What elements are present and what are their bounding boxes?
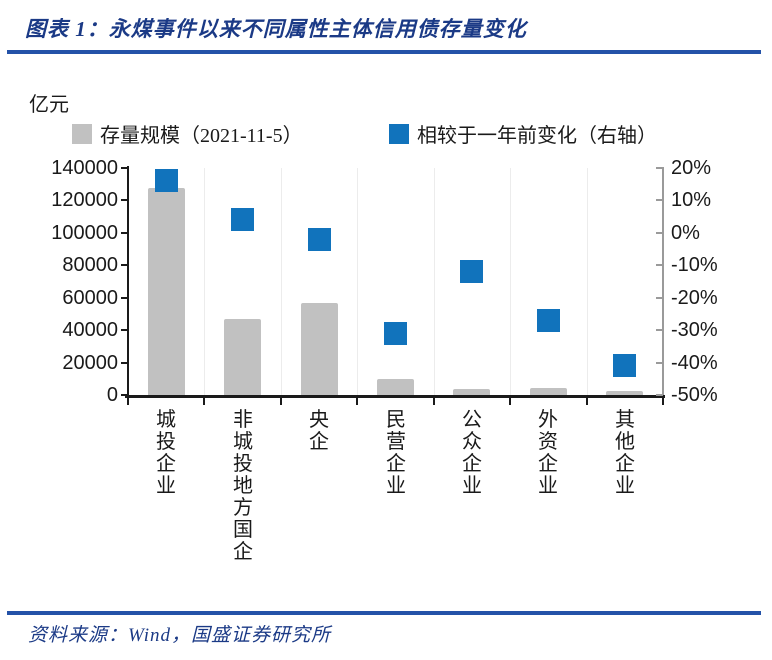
left-axis-tick (121, 296, 128, 299)
vertical-gridline (204, 168, 206, 395)
data-source-note: 资料来源：Wind，国盛证券研究所 (28, 625, 332, 646)
left-axis-tick-label: 0 (106, 384, 118, 406)
change-marker (613, 354, 636, 377)
stock-bar (377, 379, 414, 395)
vertical-gridline (357, 168, 359, 395)
left-axis-tick-label: 80000 (62, 254, 118, 277)
x-axis-tick (662, 397, 664, 405)
right-axis-tick-label: 0% (671, 221, 700, 244)
left-axis-tick-label: 140000 (51, 157, 118, 179)
footer-divider-rule (7, 611, 761, 615)
left-axis-tick-label: 60000 (62, 286, 118, 309)
change-marker (155, 169, 178, 192)
right-axis-tick-label: -20% (671, 286, 718, 309)
right-axis-tick (656, 329, 663, 332)
category-label: 央 企 (309, 409, 329, 453)
x-axis-line (125, 395, 665, 398)
vertical-gridline (586, 168, 588, 395)
right-axis-tick-label: 10% (671, 189, 712, 212)
category-label: 民 营 企 业 (386, 409, 406, 497)
legend-item-stock: 存量规模（2021-11-5） (72, 119, 303, 148)
stock-bar (530, 388, 567, 395)
x-axis-tick (279, 397, 282, 405)
x-axis-tick (127, 397, 129, 405)
left-axis-tick (121, 394, 128, 396)
legend-swatch-gray-square-icon (72, 123, 92, 144)
right-axis-tick (656, 231, 663, 234)
vertical-gridline (433, 168, 435, 395)
right-axis-tick-label: 20% (671, 157, 712, 179)
category-label: 非 城 投 地 方 国 企 (233, 409, 253, 563)
legend-label-change: 相较于一年前变化（右轴） (417, 125, 657, 147)
left-axis-tick (121, 199, 128, 202)
left-axis-line (127, 166, 129, 398)
figure-title: 图表 1：永煤事件以来不同属性主体信用债存量变化 (25, 17, 527, 41)
x-axis-tick (585, 397, 588, 405)
left-axis-tick-label: 100000 (51, 221, 118, 244)
legend-item-change: 相较于一年前变化（右轴） (389, 119, 657, 148)
x-axis-tick (203, 397, 206, 405)
stock-bar (301, 303, 338, 395)
change-marker (537, 309, 560, 332)
legend-label-stock: 存量规模（2021-11-5） (100, 125, 303, 147)
left-axis-unit-label: 亿元 (29, 94, 69, 116)
category-label: 公 众 企 业 (462, 409, 482, 497)
x-axis-tick (509, 397, 512, 405)
title-underline-rule (7, 50, 761, 54)
left-axis-tick-label: 20000 (62, 351, 118, 374)
right-axis-tick-label: -10% (671, 254, 718, 277)
left-axis-tick (121, 231, 128, 234)
stock-bar (224, 319, 261, 395)
right-axis-tick (656, 264, 663, 267)
right-axis-tick (656, 361, 663, 364)
change-marker (460, 260, 483, 283)
right-axis-tick (656, 394, 663, 396)
category-label: 其 他 企 业 (615, 409, 635, 497)
left-axis-tick (121, 264, 128, 267)
category-label: 城 投 企 业 (156, 409, 176, 497)
right-axis-tick-label: -50% (671, 384, 718, 406)
right-axis-tick-label: -30% (671, 319, 718, 342)
left-axis-tick (121, 167, 128, 169)
right-axis-tick (656, 296, 663, 299)
vertical-gridline (510, 168, 512, 395)
left-axis-tick (121, 361, 128, 364)
stock-bar (453, 389, 490, 395)
change-marker (231, 208, 254, 231)
left-axis-tick-label: 40000 (62, 319, 118, 342)
right-axis-tick-label: -40% (671, 351, 718, 374)
left-axis-tick-label: 120000 (51, 189, 118, 212)
change-marker (308, 228, 331, 251)
x-axis-tick (432, 397, 435, 405)
right-axis-line (662, 167, 664, 396)
category-label: 外 资 企 业 (538, 409, 558, 497)
change-marker (384, 322, 407, 345)
x-axis-tick (356, 397, 359, 405)
vertical-gridline (280, 168, 282, 395)
left-axis-tick (121, 329, 128, 332)
stock-bar (606, 391, 643, 395)
legend-swatch-blue-square-icon (389, 123, 409, 144)
right-axis-tick (656, 167, 663, 169)
stock-bar (148, 188, 185, 395)
right-axis-tick (656, 199, 663, 202)
